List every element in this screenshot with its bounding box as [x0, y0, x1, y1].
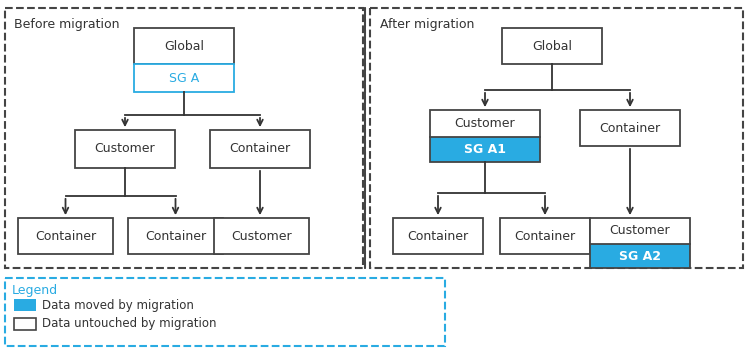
Text: Container: Container — [599, 121, 661, 134]
Bar — [370, 8, 743, 268]
Text: Data moved by migration: Data moved by migration — [42, 298, 194, 312]
Bar — [5, 278, 445, 346]
Bar — [128, 218, 223, 254]
Bar — [580, 110, 680, 146]
Bar — [75, 130, 175, 168]
Text: After migration: After migration — [380, 18, 474, 31]
Bar — [214, 218, 309, 254]
Text: Container: Container — [145, 230, 206, 243]
Text: SG A: SG A — [169, 71, 200, 84]
Bar — [14, 299, 36, 311]
Bar — [5, 8, 363, 268]
Bar — [500, 218, 590, 254]
Bar — [590, 218, 690, 244]
Text: Container: Container — [230, 143, 290, 156]
Bar — [18, 218, 113, 254]
Bar — [590, 218, 690, 268]
Bar — [430, 110, 540, 162]
Text: SG A1: SG A1 — [464, 143, 506, 156]
Text: Container: Container — [407, 230, 469, 243]
Text: Customer: Customer — [610, 225, 670, 238]
Text: Data untouched by migration: Data untouched by migration — [42, 318, 217, 331]
Bar — [393, 218, 483, 254]
Bar — [210, 130, 310, 168]
Text: Container: Container — [35, 230, 96, 243]
Text: Before migration: Before migration — [14, 18, 119, 31]
Text: Container: Container — [514, 230, 575, 243]
Text: Global: Global — [164, 39, 204, 52]
Bar — [430, 137, 540, 162]
Bar — [502, 28, 602, 64]
Bar — [430, 110, 540, 137]
Text: Global: Global — [532, 39, 572, 52]
Bar — [134, 64, 234, 92]
Bar — [590, 244, 690, 268]
Text: SG A2: SG A2 — [619, 250, 661, 263]
Bar — [134, 28, 234, 64]
Text: Customer: Customer — [231, 230, 292, 243]
Text: Customer: Customer — [454, 117, 515, 130]
Text: Customer: Customer — [94, 143, 155, 156]
Bar — [14, 318, 36, 330]
Text: Legend: Legend — [12, 284, 58, 297]
